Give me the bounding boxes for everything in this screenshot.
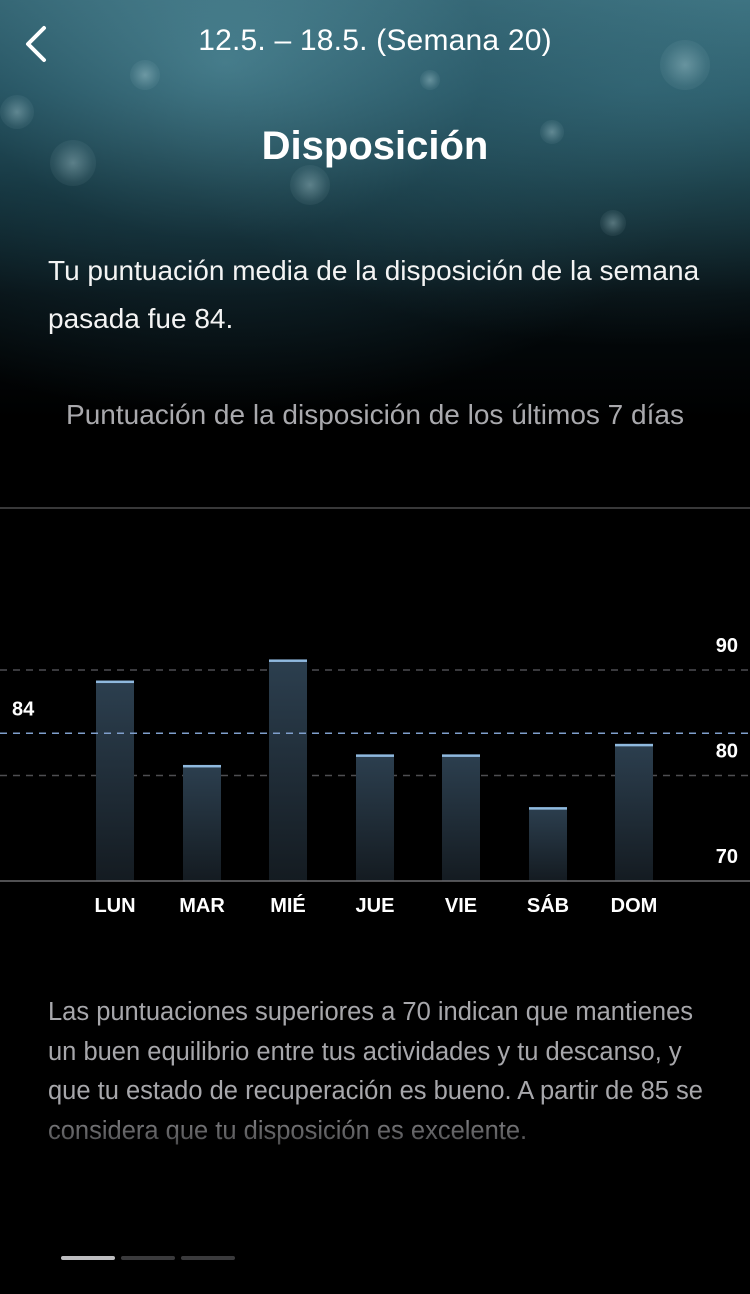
bar-lun xyxy=(96,680,134,881)
bubble-decoration xyxy=(420,70,440,90)
text-fade-overlay xyxy=(0,1100,750,1210)
bar-mar xyxy=(183,764,221,881)
back-button[interactable] xyxy=(14,22,58,66)
bubble-decoration xyxy=(660,40,710,90)
summary-text: Tu puntuación media de la disposición de… xyxy=(48,255,700,334)
readiness-bar-chart: LUN MAR MIÉ JUE VIE SÁB DOM 84 90 80 70 xyxy=(0,507,750,917)
page-indicator-dot xyxy=(121,1256,175,1260)
bar-top-highlight xyxy=(356,754,394,757)
bubble-decoration xyxy=(50,140,96,186)
page-indicator-dot xyxy=(181,1256,235,1260)
bar-dom xyxy=(615,743,653,881)
page-indicator xyxy=(61,1256,235,1260)
bar-top-highlight xyxy=(442,754,480,757)
page-indicator-dot xyxy=(61,1256,115,1260)
bubble-decoration xyxy=(290,165,330,205)
x-tick-label: LUN xyxy=(94,895,135,917)
bubble-decoration xyxy=(540,120,564,144)
bar-vie xyxy=(442,754,480,881)
y-tick-label: 70 xyxy=(716,846,738,868)
y-tick-label: 90 xyxy=(716,635,738,657)
bar-top-highlight xyxy=(183,764,221,768)
x-tick-label: MAR xyxy=(179,895,225,917)
bar-top-highlight xyxy=(96,680,134,684)
bar-sáb xyxy=(529,807,567,881)
y-tick-label: 80 xyxy=(716,741,738,763)
bubble-decoration xyxy=(0,95,34,129)
average-label: 84 xyxy=(12,698,35,720)
bubble-decoration xyxy=(600,210,626,236)
chart-title: Puntuación de la disposición de los últi… xyxy=(66,399,684,430)
bar-top-highlight xyxy=(529,807,567,810)
week-range-title: 12.5. – 18.5. (Semana 20) xyxy=(198,24,552,57)
bar-top-highlight xyxy=(615,743,653,747)
x-tick-label: SÁB xyxy=(527,894,569,917)
x-tick-label: VIE xyxy=(445,895,477,917)
bar-jue xyxy=(356,754,394,881)
x-tick-label: MIÉ xyxy=(270,894,306,917)
hero-background xyxy=(0,0,750,420)
x-tick-label: DOM xyxy=(611,895,658,917)
x-tick-label: JUE xyxy=(356,895,395,917)
bar-top-highlight xyxy=(269,659,307,662)
chevron-left-icon xyxy=(26,26,46,62)
bar-mié xyxy=(269,659,307,881)
bubble-decoration xyxy=(130,60,160,90)
page-title: Disposición xyxy=(261,124,489,168)
